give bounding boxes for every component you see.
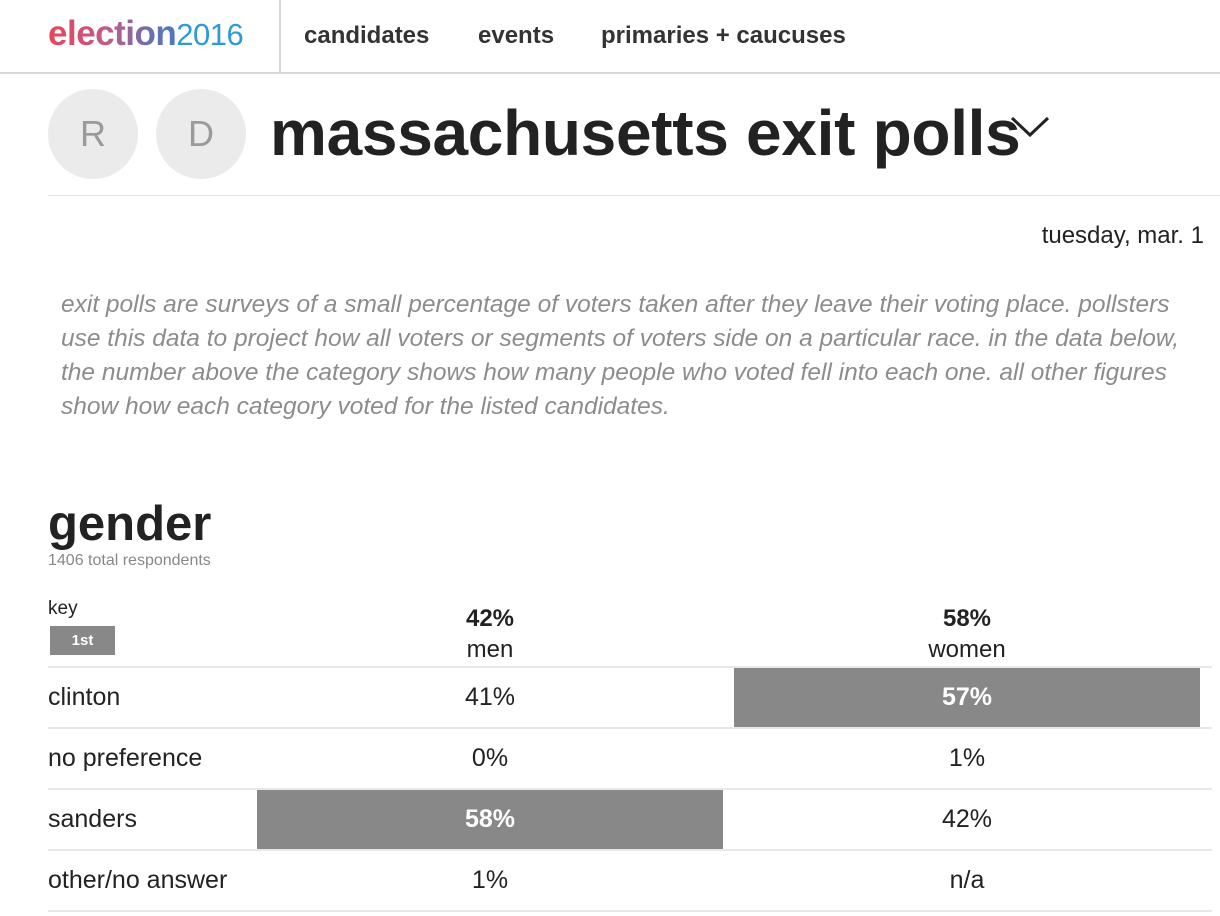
key-badge-first: 1st — [50, 626, 115, 655]
key-label: key — [48, 598, 78, 619]
page-title: massachusetts exit polls — [270, 97, 1021, 169]
nav-primaries-caucuses[interactable]: primaries + caucuses — [601, 22, 846, 49]
table-bottom-divider — [48, 910, 1212, 912]
table-row: other/no answer 1% n/a — [48, 849, 1212, 910]
logo-word: election — [48, 14, 177, 53]
election-2016-logo[interactable]: election2016 — [48, 14, 244, 54]
table-cell: 1% — [471, 866, 509, 894]
column-share: 42% — [465, 605, 515, 632]
row-label: clinton — [48, 683, 121, 711]
column-header-women: 58% women — [734, 604, 1200, 666]
nav-candidates[interactable]: candidates — [304, 22, 430, 49]
top-nav: election2016 candidates events primaries… — [0, 0, 1220, 74]
table-row: no preference 0% 1% — [48, 727, 1212, 788]
respondent-count: 1406 total respondents — [48, 552, 211, 569]
table-cell: 42% — [941, 805, 993, 833]
exit-poll-description: exit polls are surveys of a small percen… — [61, 291, 1180, 420]
table-row: sanders 58% 42% — [48, 788, 1212, 849]
column-label: men — [466, 636, 514, 663]
republican-button[interactable]: R — [48, 89, 138, 179]
nav-divider — [279, 0, 281, 72]
column-share: 58% — [942, 605, 992, 632]
nav-events[interactable]: events — [478, 22, 555, 49]
table-cell: n/a — [949, 866, 985, 894]
table-cell: 1% — [948, 744, 986, 772]
column-label: women — [928, 636, 1006, 663]
table-cell-leading: 57% — [734, 668, 1200, 727]
table-cell: 0% — [471, 744, 509, 772]
column-header-men: 42% men — [257, 604, 723, 666]
row-label: sanders — [48, 805, 137, 833]
table-row: clinton 41% 57% — [48, 666, 1212, 727]
chevron-down-icon[interactable] — [1009, 112, 1051, 140]
logo-year: 2016 — [176, 17, 244, 52]
header-divider — [48, 195, 1220, 196]
table-cell-leading: 58% — [257, 790, 723, 849]
democrat-button[interactable]: D — [156, 89, 246, 179]
row-label: no preference — [48, 744, 203, 772]
row-label: other/no answer — [48, 866, 228, 894]
table-cell: 41% — [464, 683, 516, 711]
election-date: tuesday, mar. 1 — [1041, 222, 1204, 249]
section-title: gender — [48, 497, 212, 551]
